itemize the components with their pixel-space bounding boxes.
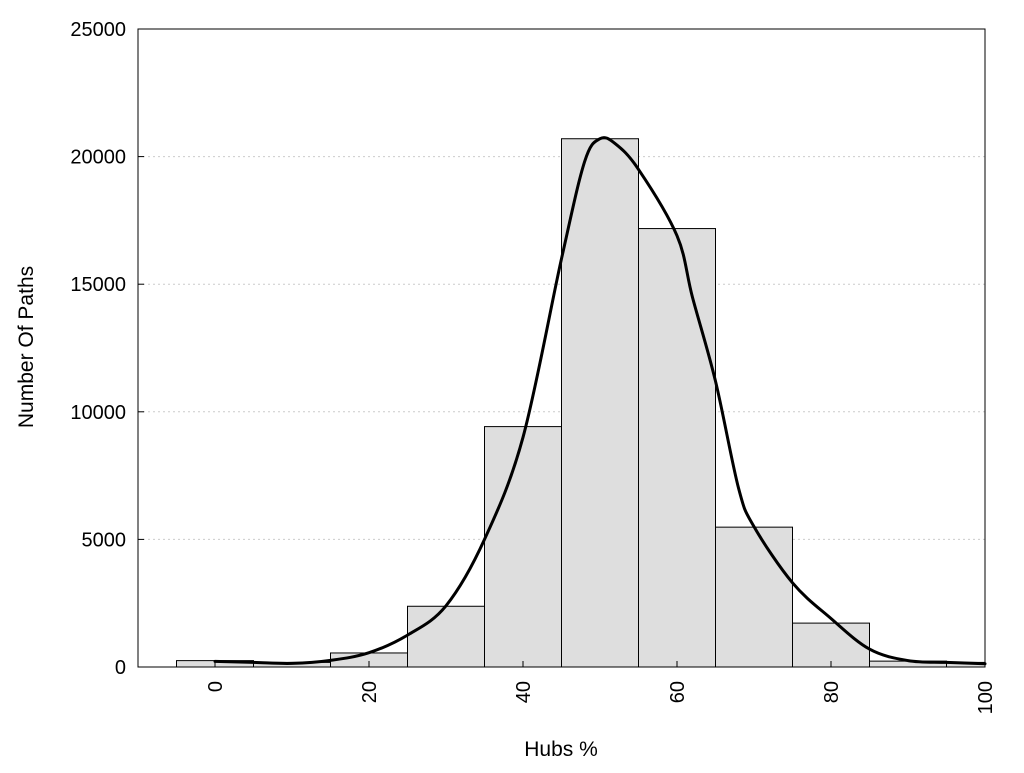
x-tick-label-0: 0	[205, 681, 227, 692]
histogram-bar-4	[484, 426, 562, 668]
y-tick-label-5000: 5000	[82, 529, 127, 551]
density-curve	[213, 136, 987, 666]
histogram-bar-6	[638, 228, 716, 668]
y-tick-label-10000: 10000	[70, 402, 126, 424]
y-tick-label-20000: 20000	[70, 147, 126, 169]
grid-layer	[138, 156, 985, 540]
curve-layer	[213, 136, 987, 666]
x-tick-label-40: 40	[513, 681, 535, 703]
x-tick-label-80: 80	[821, 681, 843, 703]
histogram-bar-7	[715, 526, 793, 668]
y-tick-label-15000: 15000	[70, 274, 126, 296]
axes-layer: 0 5000 10000 15000 20000 25000 0 20 40 60 80 100	[70, 19, 997, 714]
y-tick-label-25000: 25000	[70, 19, 126, 41]
x-tick-label-60: 60	[667, 681, 689, 703]
x-tick-label-100: 100	[975, 681, 997, 714]
x-tick-label-20: 20	[359, 681, 381, 703]
y-tick-label-0: 0	[115, 657, 126, 679]
histogram-bar-8	[792, 622, 870, 668]
x-axis-title: Hubs %	[524, 738, 598, 761]
bars-layer	[176, 138, 986, 668]
y-axis-title: Number Of Paths	[15, 266, 38, 428]
histogram-bar-3	[407, 605, 485, 668]
plot-frame	[137, 28, 986, 668]
histogram-bar-5	[561, 138, 639, 668]
